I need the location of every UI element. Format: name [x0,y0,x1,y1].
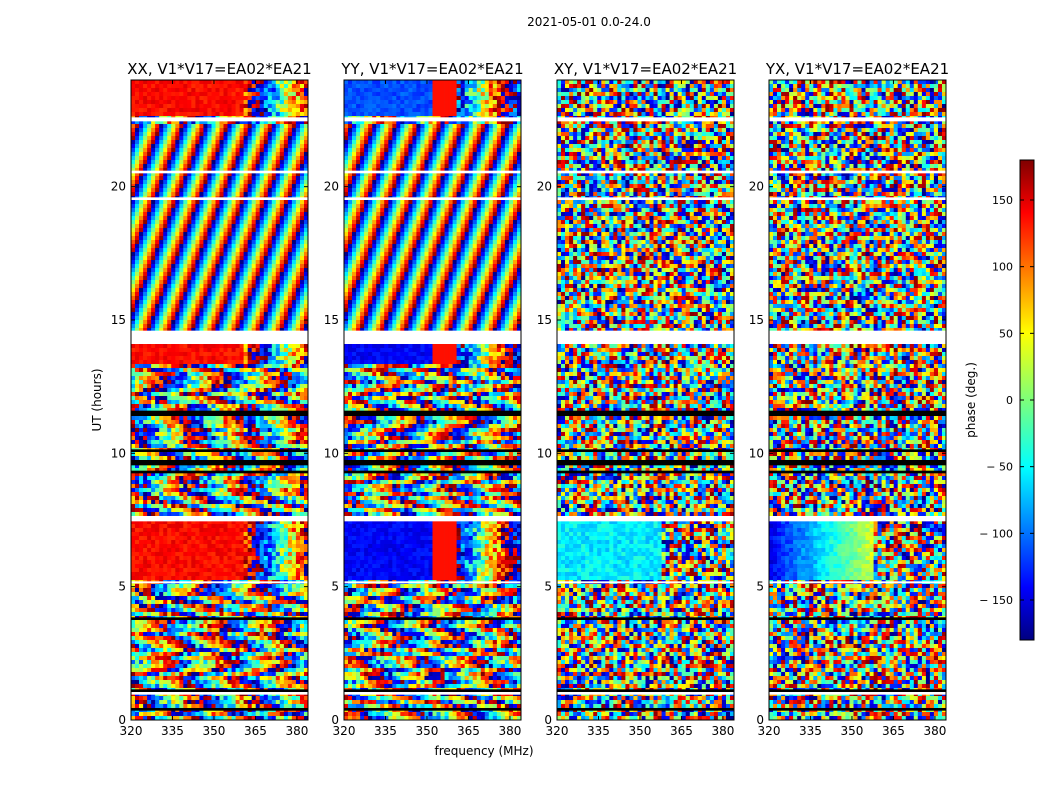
colorbar-tick-label: 50 [999,327,1013,340]
x-tick-label: 380 [498,724,521,738]
x-tick-label: 320 [758,724,781,738]
x-tick-label: 320 [546,724,569,738]
x-tick-label: 350 [841,724,864,738]
x-tick-label: 380 [923,724,946,738]
y-tick-label: 20 [749,180,764,194]
x-tick-label: 365 [244,724,267,738]
x-tick-label: 335 [799,724,822,738]
colorbar-label: phase (deg.) [964,362,978,438]
x-tick-label: 335 [587,724,610,738]
panel-frame [343,79,522,721]
y-tick-label: 0 [331,713,339,727]
y-tick-label: 0 [544,713,552,727]
x-tick-label: 320 [120,724,143,738]
y-tick-label: 5 [756,580,764,594]
y-tick-label: 0 [756,713,764,727]
x-tick-label: 335 [374,724,397,738]
panel-frame [768,79,947,721]
colorbar-ticks: 150 100 50 0 − 50 − 100 − 150 [979,194,1034,607]
x-tick-label: 380 [711,724,734,738]
y-tick-label: 10 [537,446,552,460]
y-tick-label: 15 [111,313,126,327]
panel-title: YX, V1*V17=EA02*EA21 [765,60,949,78]
x-tick-label: 350 [416,724,439,738]
y-tick-label: 15 [537,313,552,327]
y-tick-label: 20 [537,180,552,194]
colorbar-tick-label: − 50 [986,461,1013,474]
panel-yy: YY, V1*V17=EA02*EA21 320 335 350 365 380 0 5 10 1… [324,60,524,738]
colorbar-tick-label: 0 [1006,394,1013,407]
x-tick-label: 350 [629,724,652,738]
phase-image-xx [131,80,308,720]
x-tick-label: 365 [670,724,693,738]
panel-title: XY, V1*V17=EA02*EA21 [554,60,737,78]
colorbar-tick-label: 150 [992,194,1013,207]
colorbar: 150 100 50 0 − 50 − 100 − 150 phase (deg.) [964,159,1035,641]
panel-frame [556,79,735,721]
x-tick-label: 335 [161,724,184,738]
panel-title: XX, V1*V17=EA02*EA21 [127,60,311,78]
panel-title: YY, V1*V17=EA02*EA21 [340,60,523,78]
panel-yx: YX, V1*V17=EA02*EA21 320 335 350 365 380 0 5 10 1… [749,60,949,738]
y-tick-label: 10 [324,446,339,460]
x-tick-label: 365 [457,724,480,738]
x-tick-label: 350 [203,724,226,738]
panel-group: XX, V1*V17=EA02*EA21 320 335 350 365 380 0 5 10 1… [111,60,949,738]
y-tick-label: 5 [331,580,339,594]
panel-xx: XX, V1*V17=EA02*EA21 320 335 350 365 380 0 5 10 1… [111,60,312,738]
colorbar-tick-label: − 100 [979,527,1013,540]
phase-image-yx [769,80,946,720]
figure-suptitle: 2021-05-01 0.0-24.0 [527,15,651,29]
phase-image-yy [344,80,521,720]
x-axis-label: frequency (MHz) [434,744,533,758]
x-tick-label: 365 [882,724,905,738]
panel-frame [130,79,309,721]
y-tick-label: 5 [544,580,552,594]
y-tick-label: 0 [118,713,126,727]
y-tick-label: 15 [749,313,764,327]
y-tick-label: 10 [749,446,764,460]
panel-xy: XY, V1*V17=EA02*EA21 320 335 350 365 380 0 5 10 1… [537,60,737,738]
y-tick-label: 10 [111,446,126,460]
x-tick-label: 320 [333,724,356,738]
y-tick-label: 20 [324,180,339,194]
x-tick-label: 380 [285,724,308,738]
colorbar-tick-label: 100 [992,261,1013,274]
y-axis-label: UT (hours) [90,368,104,431]
y-tick-label: 15 [324,313,339,327]
y-tick-label: 5 [118,580,126,594]
y-tick-label: 20 [111,180,126,194]
phase-image-xy [557,80,734,720]
colorbar-tick-label: − 150 [979,594,1013,607]
